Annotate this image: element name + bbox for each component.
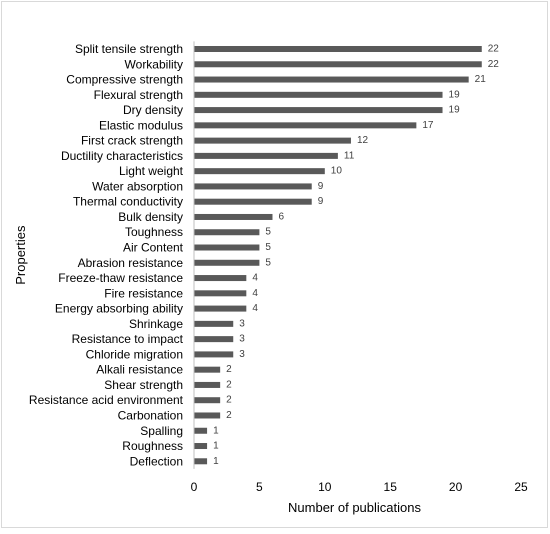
category-label: Flexural strength [94,88,183,102]
data-label: 4 [252,273,258,284]
category-label: Water absorption [92,179,183,193]
data-label: 1 [213,425,219,436]
data-label: 22 [488,59,500,70]
data-label: 4 [252,288,258,299]
data-label: 5 [265,257,271,268]
data-label: 9 [318,181,324,192]
bar [194,122,417,129]
bar [194,46,482,52]
category-label: Shrinkage [129,317,183,331]
category-label: Spalling [140,424,183,438]
bar [194,137,351,144]
category-label: Light weight [119,164,184,178]
bar [194,107,443,114]
bar [194,336,234,343]
bar [194,213,273,220]
bar [194,381,221,388]
bar [194,290,247,297]
category-label: Deflection [130,454,183,468]
bar [194,259,260,266]
bar [194,76,469,83]
category-label: Split tensile strength [75,42,183,56]
category-label: Elastic modulus [99,118,183,132]
bar [194,320,234,327]
bar [194,458,208,465]
data-label: 9 [318,196,324,207]
data-label: 2 [226,379,232,390]
axis-layer: 0 5 10 15 20 25 [191,41,528,494]
bar [194,168,325,175]
category-label: Resistance to impact [72,332,184,346]
category-label: Dry density [123,103,183,117]
data-label: 21 [475,74,487,85]
data-label: 2 [226,364,232,375]
data-label: 19 [449,89,461,100]
x-tick-label: 5 [256,480,263,494]
data-label: 10 [331,166,343,177]
x-tick-label: 25 [514,480,528,494]
category-label: Carbonation [118,408,183,422]
data-label: 1 [213,441,219,452]
x-tick-label: 15 [384,480,398,494]
category-label: Fire resistance [104,286,183,300]
category-label: Toughness [125,225,183,239]
bar [194,443,208,450]
category-label: Workability [125,57,183,71]
category-label: Roughness [122,439,183,453]
data-label: 17 [422,120,434,131]
data-label: 22 [488,44,500,55]
bar [194,244,260,251]
bar [194,91,443,98]
x-tick-label: 10 [318,480,332,494]
category-label: Thermal conductivity [73,195,183,209]
category-label: Chloride migration [86,347,183,361]
bar [194,397,221,404]
bar [194,152,338,159]
bars-layer [194,46,482,465]
data-label: 12 [357,135,369,146]
data-label: 3 [239,334,245,345]
category-label: Abrasion resistance [78,256,184,270]
category-label: Bulk density [118,210,183,224]
bar [194,305,247,312]
data-label: 3 [239,318,245,329]
data-label: 2 [226,410,232,421]
bar [194,229,260,236]
category-label: Air Content [123,241,184,255]
category-label: Freeze-thaw resistance [58,271,183,285]
bar [194,183,312,190]
bar [194,198,312,205]
category-label: Compressive strength [66,73,183,87]
category-label: First crack strength [81,134,183,148]
data-label: 1 [213,456,219,467]
category-label: Resistance acid environment [29,393,184,407]
x-axis-title: Number of publications [288,500,421,515]
x-tick-label: 0 [191,480,198,494]
data-label: 6 [278,211,284,222]
bar [194,412,221,419]
data-label: 2 [226,395,232,406]
category-label: Shear strength [104,378,183,392]
data-label: 5 [265,227,271,238]
category-label: Alkali resistance [96,363,183,377]
bar [194,366,221,373]
y-axis-title: Properties [13,225,28,285]
data-label: 19 [449,105,461,116]
data-label: 4 [252,303,258,314]
bar [194,275,247,282]
bar [194,351,234,358]
data-label: 3 [239,349,245,360]
category-label: Energy absorbing ability [55,302,183,316]
bar [194,61,482,68]
bar [194,427,208,434]
x-tick-label: 20 [449,480,463,494]
data-label: 5 [265,242,271,253]
data-label: 11 [344,150,355,161]
category-label: Ductility characteristics [61,149,183,163]
